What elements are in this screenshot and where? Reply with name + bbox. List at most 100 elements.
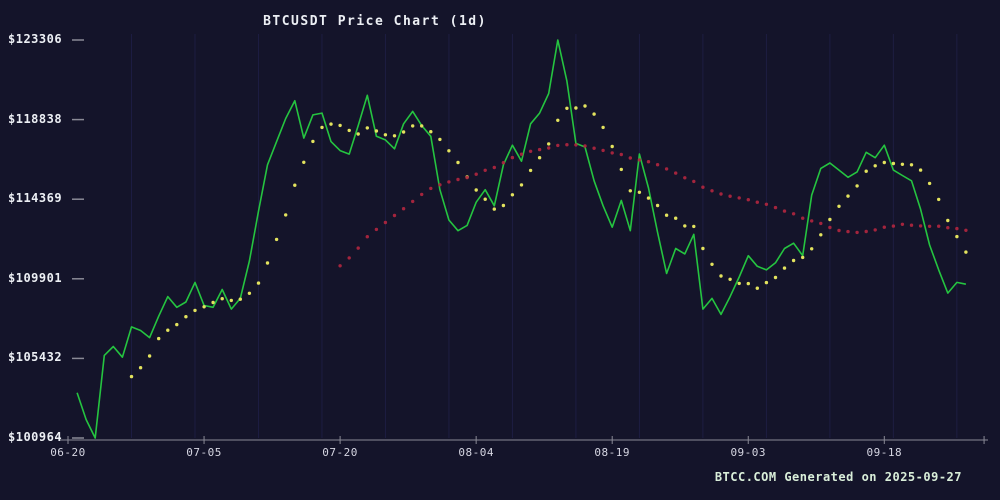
ma7-dot — [855, 184, 859, 188]
ma30-dot — [873, 228, 877, 232]
ma7-dot — [837, 204, 841, 208]
ma30-dot — [447, 180, 451, 184]
ma7-dot — [619, 167, 623, 172]
ma30-dot — [583, 144, 587, 148]
ma30-dot — [547, 146, 551, 150]
ma7-dot — [782, 266, 787, 270]
ma30-dot — [674, 171, 678, 175]
ma7-dot — [347, 128, 351, 133]
ma7-dot — [683, 224, 687, 228]
x-axis-label: 08-19 — [594, 446, 630, 459]
ma7-dot — [411, 124, 415, 128]
ma7-dot — [791, 258, 796, 263]
ma7-dot — [547, 142, 551, 146]
ma30-dot — [882, 225, 886, 229]
ma30-dot — [465, 175, 469, 180]
ma30-dot — [737, 196, 741, 200]
ma7-dot — [927, 181, 932, 186]
ma7-dot — [401, 130, 406, 134]
ma30-dot — [401, 207, 406, 211]
ma30-dot — [510, 155, 515, 160]
ma30-dot — [619, 152, 623, 157]
ma7-dot — [420, 124, 424, 128]
ma7-dot — [293, 183, 297, 187]
ma7-dot — [202, 305, 206, 309]
ma7-dot — [383, 133, 388, 137]
y-axis-label: $109901 — [8, 270, 63, 285]
ma30-dot — [900, 222, 905, 226]
ma7-dot — [338, 123, 342, 128]
ma7-dot — [628, 189, 632, 193]
ma30-dot — [347, 256, 351, 260]
ma7-dot — [891, 161, 896, 166]
ma30-dot — [338, 264, 342, 268]
ma7-dot — [565, 106, 569, 111]
ma7-dot — [138, 366, 143, 370]
ma7-dot — [528, 168, 533, 173]
ma7-dot — [882, 160, 886, 165]
ma7-dot — [320, 125, 324, 130]
ma30-dot — [655, 163, 660, 167]
ma7-dot — [728, 277, 732, 281]
ma7-dot — [129, 374, 134, 379]
ma7-dot — [284, 213, 288, 217]
ma30-dot — [855, 230, 859, 235]
ma30-dot — [819, 221, 823, 226]
ma7-dot — [773, 275, 778, 280]
ma30-dot — [628, 156, 632, 160]
ma30-dot — [392, 213, 397, 218]
ma7-dot — [828, 217, 832, 222]
ma30-dot — [937, 224, 941, 228]
ma7-dot — [664, 213, 669, 217]
ma7-dot — [220, 297, 224, 301]
ma7-dot — [655, 203, 660, 208]
ma7-dot — [864, 169, 868, 173]
ma30-dot — [483, 168, 487, 172]
ma7-dot — [302, 160, 306, 164]
x-axis-label: 07-20 — [322, 446, 358, 459]
ma30-dot — [383, 220, 388, 225]
ma7-dot — [810, 247, 814, 251]
ma30-dot — [683, 176, 687, 180]
chart-footer-watermark: BTCC.COM Generated on 2025-09-27 — [714, 470, 962, 484]
ma7-dot — [510, 193, 515, 197]
ma7-dot — [737, 281, 741, 286]
ma30-dot — [601, 148, 605, 153]
chart-title: BTCUSDT Price Chart (1d) — [263, 14, 487, 29]
ma30-dot — [664, 167, 669, 171]
ma30-dot — [791, 212, 796, 216]
ma7-dot — [229, 298, 233, 303]
ma7-dot — [719, 274, 723, 278]
ma7-dot — [256, 281, 261, 285]
ma30-dot — [728, 194, 732, 198]
ma7-dot — [710, 262, 714, 266]
ma30-dot — [637, 158, 642, 162]
x-axis-label: 06-20 — [50, 446, 86, 459]
y-axis-label: $118838 — [8, 111, 63, 126]
ma7-dot — [755, 286, 759, 290]
ma7-dot — [574, 106, 578, 110]
ma7-dot — [692, 224, 696, 229]
ma30-dot — [773, 205, 778, 210]
ma30-dot — [556, 143, 560, 148]
y-axis-label: $100964 — [8, 430, 63, 444]
ma7-dot — [610, 144, 614, 149]
ma30-dot — [501, 161, 506, 165]
ma30-dot — [909, 223, 914, 227]
ma7-dot — [429, 130, 433, 134]
ma7-dot — [937, 197, 941, 202]
ma30-dot — [420, 192, 424, 197]
ma30-dot — [574, 143, 578, 147]
ma7-dot — [964, 250, 968, 254]
ma30-dot — [456, 177, 460, 182]
ma7-dot — [492, 207, 496, 211]
ma30-dot — [837, 228, 841, 233]
ma7-dot — [918, 168, 923, 172]
ma7-dot — [674, 216, 678, 220]
ma30-dot — [946, 226, 950, 230]
ma30-dot — [492, 165, 496, 170]
ma7-dot — [175, 322, 179, 327]
ma7-dot — [365, 126, 369, 130]
